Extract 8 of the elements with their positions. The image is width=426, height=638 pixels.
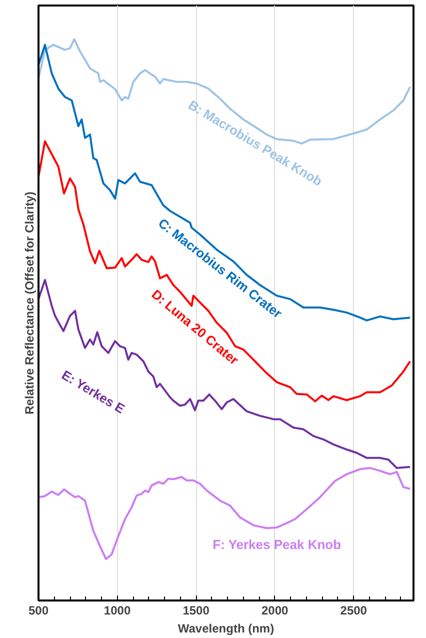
y-axis-title: Relative Reflectance (Offset for Clarity) (22, 192, 36, 414)
x-tick-label: 1500 (182, 604, 210, 618)
x-tick-label: 2500 (340, 604, 368, 618)
series-label: F: Yerkes Peak Knob (212, 536, 342, 552)
x-tick-label: 500 (28, 604, 49, 618)
x-axis-title: Wavelength (nm) (178, 622, 274, 636)
x-tick-label: 1000 (104, 604, 131, 618)
x-tick-label: 2000 (261, 604, 289, 618)
